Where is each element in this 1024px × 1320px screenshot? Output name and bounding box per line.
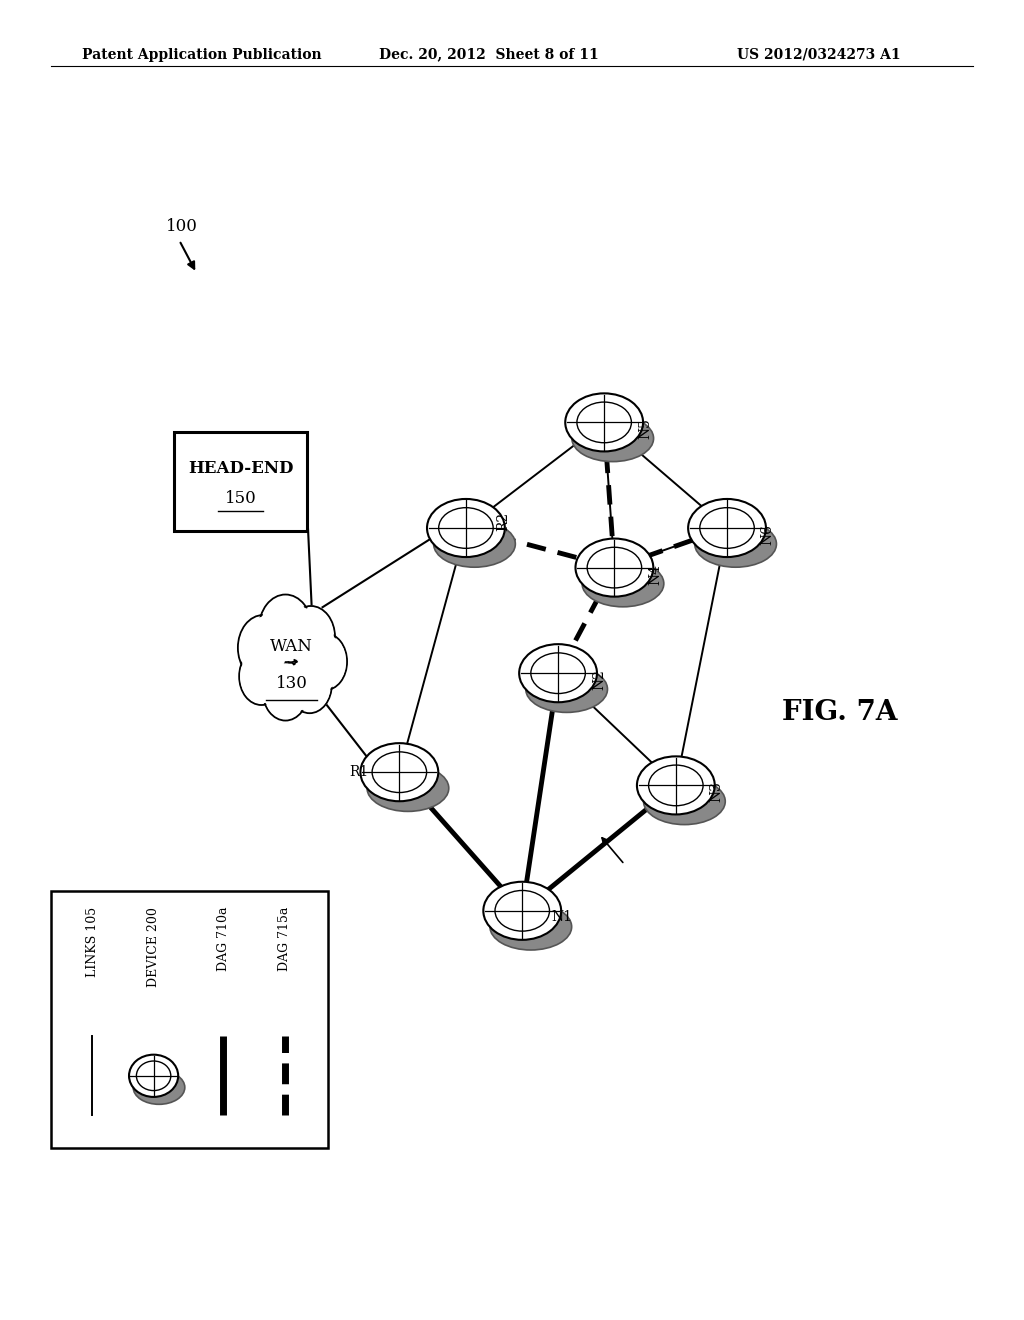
Text: 150: 150 bbox=[224, 491, 257, 507]
Circle shape bbox=[240, 618, 287, 678]
Text: N1: N1 bbox=[551, 911, 572, 924]
Text: DEVICE 200: DEVICE 200 bbox=[147, 907, 160, 987]
Circle shape bbox=[262, 661, 308, 721]
Ellipse shape bbox=[571, 414, 653, 462]
Circle shape bbox=[289, 659, 330, 711]
Text: Dec. 20, 2012  Sheet 8 of 11: Dec. 20, 2012 Sheet 8 of 11 bbox=[379, 48, 599, 62]
Ellipse shape bbox=[367, 766, 449, 812]
Text: N5: N5 bbox=[638, 418, 652, 440]
Ellipse shape bbox=[525, 667, 607, 713]
Ellipse shape bbox=[582, 561, 664, 607]
Ellipse shape bbox=[694, 520, 776, 568]
Ellipse shape bbox=[688, 499, 766, 557]
Circle shape bbox=[240, 648, 284, 705]
Circle shape bbox=[289, 609, 333, 665]
Text: HEAD-END: HEAD-END bbox=[187, 461, 294, 477]
Text: N2: N2 bbox=[592, 669, 606, 690]
FancyBboxPatch shape bbox=[174, 433, 307, 531]
Text: LINKS 105: LINKS 105 bbox=[86, 907, 98, 977]
Circle shape bbox=[238, 615, 289, 681]
Ellipse shape bbox=[427, 499, 505, 557]
Circle shape bbox=[303, 634, 347, 690]
Ellipse shape bbox=[575, 539, 653, 597]
Text: N6: N6 bbox=[761, 524, 775, 545]
Text: N3: N3 bbox=[710, 781, 724, 803]
Text: WAN: WAN bbox=[270, 639, 313, 655]
Text: R1: R1 bbox=[349, 766, 369, 779]
Circle shape bbox=[261, 597, 310, 660]
Circle shape bbox=[304, 635, 345, 688]
Text: DAG 710a: DAG 710a bbox=[217, 907, 229, 972]
Text: R2: R2 bbox=[497, 512, 511, 531]
Ellipse shape bbox=[565, 393, 643, 451]
Text: 130: 130 bbox=[275, 676, 308, 692]
Ellipse shape bbox=[643, 777, 725, 825]
Ellipse shape bbox=[360, 743, 438, 801]
Circle shape bbox=[287, 606, 335, 668]
Ellipse shape bbox=[433, 520, 515, 568]
FancyBboxPatch shape bbox=[51, 891, 328, 1148]
Text: 100: 100 bbox=[166, 218, 199, 235]
Text: FIG. 7A: FIG. 7A bbox=[782, 700, 897, 726]
Ellipse shape bbox=[483, 882, 561, 940]
Circle shape bbox=[259, 594, 312, 663]
Circle shape bbox=[288, 656, 332, 713]
Text: Patent Application Publication: Patent Application Publication bbox=[82, 48, 322, 62]
Text: US 2012/0324273 A1: US 2012/0324273 A1 bbox=[737, 48, 901, 62]
Text: DAG 715a: DAG 715a bbox=[279, 907, 291, 972]
Ellipse shape bbox=[129, 1055, 178, 1097]
Ellipse shape bbox=[519, 644, 597, 702]
Ellipse shape bbox=[133, 1071, 184, 1105]
Circle shape bbox=[241, 649, 282, 702]
Ellipse shape bbox=[637, 756, 715, 814]
Circle shape bbox=[264, 664, 306, 718]
Ellipse shape bbox=[489, 903, 571, 950]
Text: N4: N4 bbox=[648, 564, 663, 585]
